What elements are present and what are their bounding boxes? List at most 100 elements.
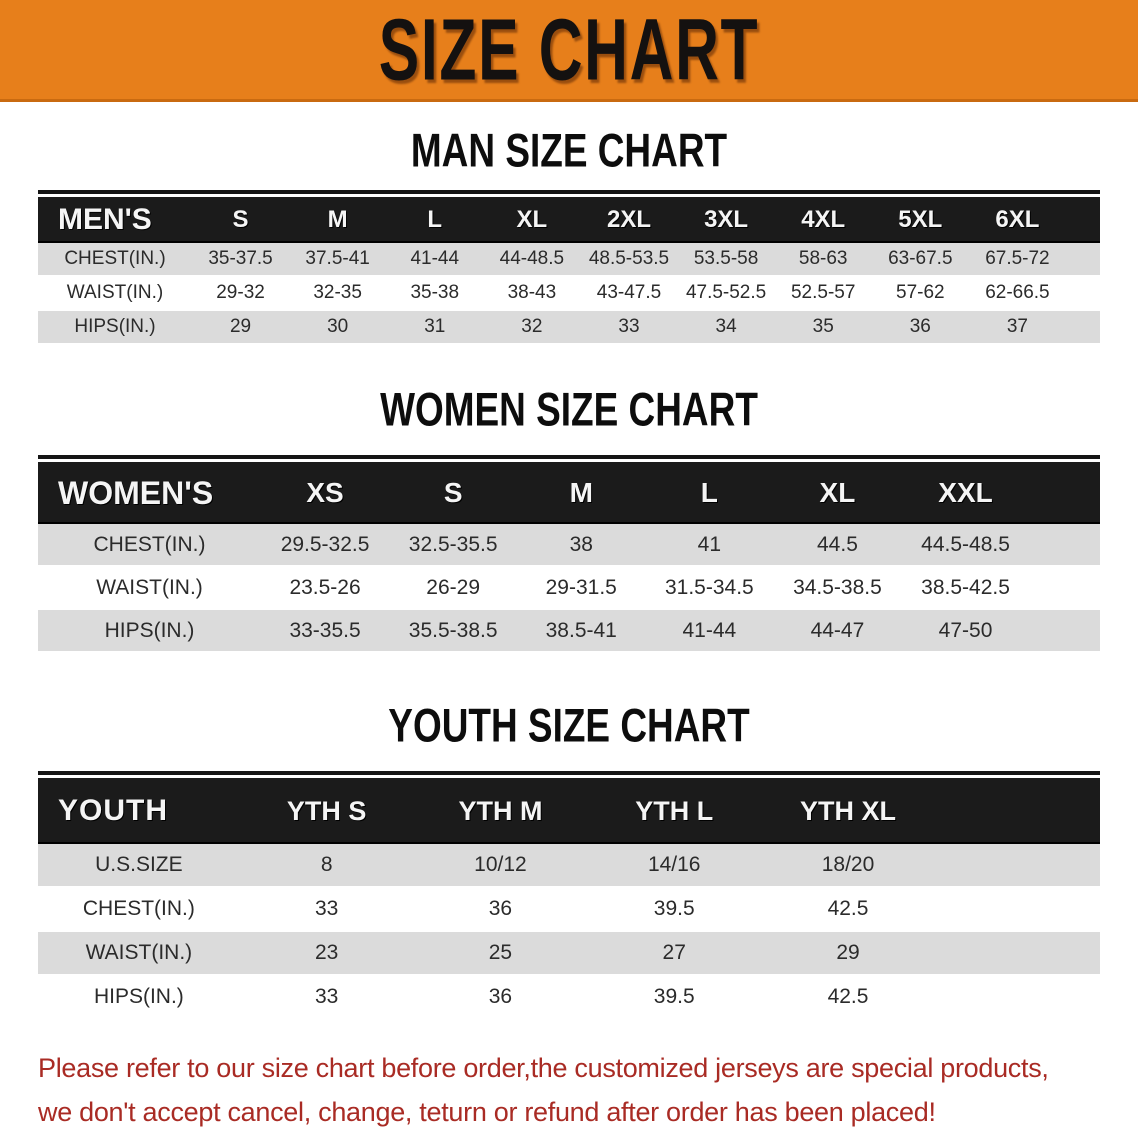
table-cell: 32	[521, 316, 543, 337]
table-cell: 39.5	[653, 897, 695, 920]
row-label: HIPS(IN.)	[74, 316, 156, 337]
table-cell: 41-44	[410, 248, 460, 269]
size-chart-banner: SIZE CHART	[0, 0, 1138, 102]
table-cell: 34.5-38.5	[793, 575, 882, 599]
row-label: WAIST(IN.)	[96, 575, 203, 599]
row-spacer	[1030, 544, 1100, 545]
table-cell: 29.5-32.5	[280, 532, 370, 556]
table-cell: 32.5-35.5	[408, 532, 498, 556]
column-header: M	[569, 477, 593, 508]
table-cell: 44.5-48.5	[921, 532, 1010, 556]
table-cell: 29-31.5	[545, 575, 617, 599]
table-cell: 52.5-57	[790, 282, 856, 303]
column-header: 6XL	[995, 206, 1040, 233]
table-cell: 30	[327, 316, 349, 337]
table-header-row: YOUTH YTH S YTH M YTH L YTH XL	[38, 778, 1100, 844]
row-label: U.S.SIZE	[95, 853, 183, 876]
table-row: CHEST(IN.) 35-37.5 37.5-41 41-44 44-48.5 48.5…	[38, 243, 1100, 277]
men-section: MAN SIZE CHART MEN'S S M L XL 2XL 3XL 4XL 5XL 6XL…	[0, 124, 1138, 345]
table-cell: 26-29	[426, 575, 481, 599]
row-spacer	[935, 909, 1100, 910]
table-cell: 33	[618, 316, 640, 337]
table-cell: 32-35	[313, 282, 362, 303]
table-cell: 48.5-53.5	[588, 248, 670, 269]
table-cell: 38-43	[507, 282, 557, 303]
youth-section-heading: YOUTH SIZE CHART	[388, 699, 750, 752]
table-cell: 44-48.5	[499, 248, 565, 269]
table-cell: 35	[812, 316, 834, 337]
table-cell: 33	[314, 897, 339, 920]
table-cell: 36	[488, 897, 513, 920]
column-header: M	[327, 206, 348, 233]
table-cell: 23	[314, 941, 339, 964]
table-cell: 57-62	[896, 282, 945, 303]
row-spacer	[1030, 630, 1100, 631]
row-label: HIPS(IN.)	[104, 618, 195, 642]
row-spacer	[1066, 259, 1100, 260]
row-label: CHEST(IN.)	[82, 897, 195, 920]
column-header: 3XL	[704, 206, 749, 233]
youth-section: YOUTH SIZE CHART YOUTH YTH S YTH M YTH L YTH…	[0, 699, 1138, 1020]
column-header: S	[232, 206, 249, 233]
column-header: XL	[516, 206, 548, 233]
table-cell: 38.5-42.5	[921, 575, 1010, 599]
table-cell: 29	[229, 316, 252, 337]
table-cell: 35-38	[410, 282, 460, 303]
column-header: XL	[819, 477, 856, 508]
table-row: WAIST(IN.) 29-32 32-35 35-38 38-43 43-47.5 47.…	[38, 277, 1100, 311]
column-header: YTH S	[286, 795, 367, 826]
table-cell: 23.5-26	[289, 575, 361, 599]
table-cell: 42.5	[827, 897, 869, 920]
row-label: WAIST(IN.)	[85, 941, 193, 964]
column-header: YTH M	[458, 795, 543, 826]
table-row: HIPS(IN.) 29 30 31 32 33 34 35 36 37	[38, 311, 1100, 345]
youth-size-table: YOUTH YTH S YTH M YTH L YTH XL U.S.SIZE 8 10/12…	[38, 771, 1100, 1020]
table-cell: 33-35.5	[289, 618, 361, 642]
row-label: CHEST(IN.)	[64, 248, 166, 269]
table-cell: 25	[488, 941, 513, 964]
header-spacer	[1030, 493, 1100, 494]
disclaimer-line-2: we don't accept cancel, change, teturn o…	[38, 1097, 936, 1127]
men-section-heading: MAN SIZE CHART	[410, 124, 728, 177]
table-cell: 35.5-38.5	[408, 618, 498, 642]
disclaimer-note: Please refer to our size chart before or…	[38, 1046, 1100, 1132]
table-cell: 29-32	[216, 282, 265, 303]
table-corner-label: MEN'S	[58, 203, 152, 236]
column-header: XXL	[938, 477, 993, 508]
table-cell: 18/20	[821, 853, 875, 876]
table-cell: 29	[836, 941, 860, 964]
column-header: YTH XL	[799, 795, 896, 826]
row-spacer	[935, 953, 1100, 954]
women-section: WOMEN SIZE CHART WOMEN'S XS S M L XL XXL CHEST(…	[0, 384, 1138, 653]
row-spacer	[935, 865, 1100, 866]
table-cell: 44.5	[817, 532, 858, 556]
table-cell: 14/16	[647, 853, 701, 876]
table-cell: 53.5-58	[693, 248, 759, 269]
table-cell: 38.5-41	[545, 618, 617, 642]
table-cell: 37.5-41	[305, 248, 370, 269]
table-cell: 42.5	[827, 985, 869, 1008]
table-row: WAIST(IN.) 23 25 27 29	[38, 932, 1100, 976]
table-row: CHEST(IN.) 33 36 39.5 42.5	[38, 888, 1100, 932]
table-cell: 35-37.5	[208, 248, 273, 269]
table-cell: 62-66.5	[985, 282, 1050, 303]
column-header: 4XL	[801, 206, 846, 233]
table-cell: 31	[424, 316, 446, 337]
row-spacer	[1030, 587, 1100, 588]
table-header-row: MEN'S S M L XL 2XL 3XL 4XL 5XL 6XL	[38, 197, 1100, 243]
table-cell: 38	[569, 532, 593, 556]
table-cell: 33	[314, 985, 339, 1008]
table-header-row: WOMEN'S XS S M L XL XXL	[38, 462, 1100, 524]
column-header: L	[700, 477, 718, 508]
table-cell: 27	[662, 941, 686, 964]
table-cell: 47-50	[938, 618, 993, 642]
row-spacer	[1066, 293, 1100, 294]
row-label: WAIST(IN.)	[66, 282, 164, 303]
row-spacer	[935, 997, 1100, 998]
row-spacer	[1066, 327, 1100, 328]
table-cell: 67.5-72	[985, 248, 1050, 269]
table-cell: 10/12	[474, 853, 527, 876]
table-cell: 47.5-52.5	[685, 282, 767, 303]
table-cell: 63-67.5	[888, 248, 953, 269]
table-cell: 36	[488, 985, 513, 1008]
